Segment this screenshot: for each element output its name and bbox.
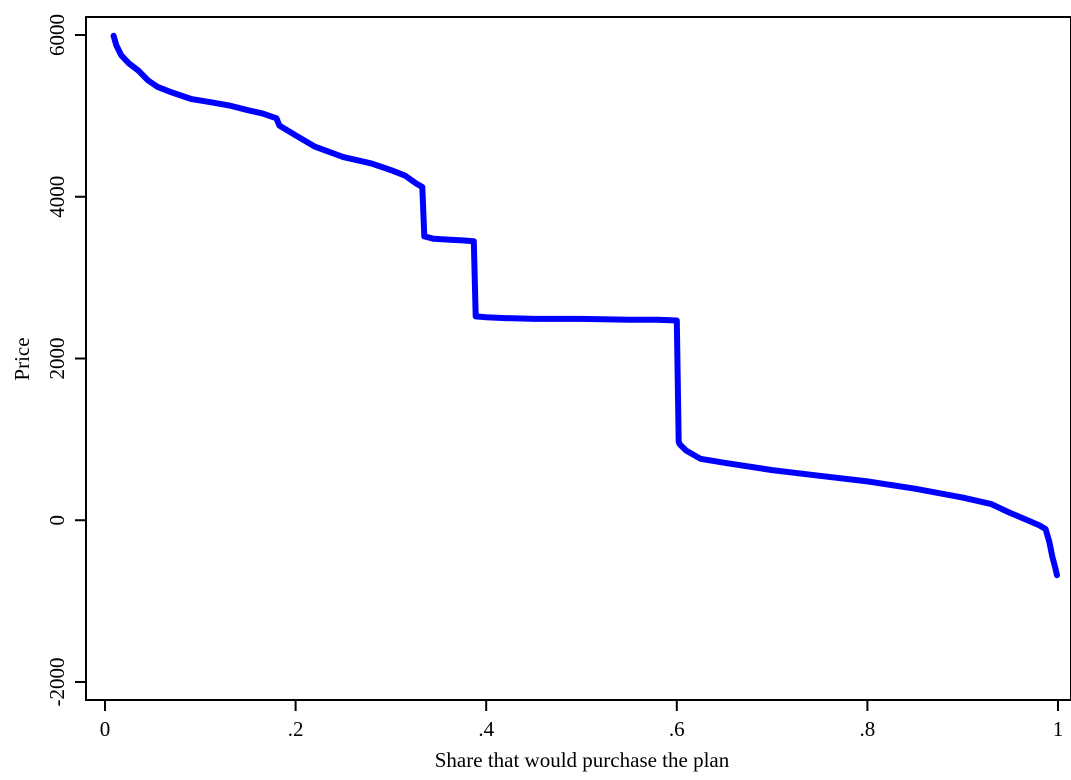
x-axis-title: Share that would purchase the plan xyxy=(435,748,730,772)
x-tick-label: .2 xyxy=(288,717,304,741)
x-tick-label: 0 xyxy=(100,717,111,741)
y-tick-label: 2000 xyxy=(45,338,69,380)
x-axis-ticks: 0 .2 .4 .6 .8 1 xyxy=(100,700,1064,741)
y-tick-label: 4000 xyxy=(45,176,69,218)
y-axis-ticks: -2000 0 2000 4000 6000 xyxy=(45,14,86,707)
x-tick-label: .8 xyxy=(860,717,876,741)
y-tick-label: 6000 xyxy=(45,14,69,56)
plot-frame xyxy=(85,16,1071,701)
x-tick-label: .6 xyxy=(669,717,685,741)
series-layer xyxy=(110,32,1060,579)
series-line xyxy=(110,32,1060,579)
y-tick-label: 0 xyxy=(45,515,69,526)
y-axis-title: Price xyxy=(10,337,34,380)
x-tick-label: .4 xyxy=(478,717,494,741)
x-tick-label: 1 xyxy=(1053,717,1064,741)
y-tick-label: -2000 xyxy=(45,658,69,707)
